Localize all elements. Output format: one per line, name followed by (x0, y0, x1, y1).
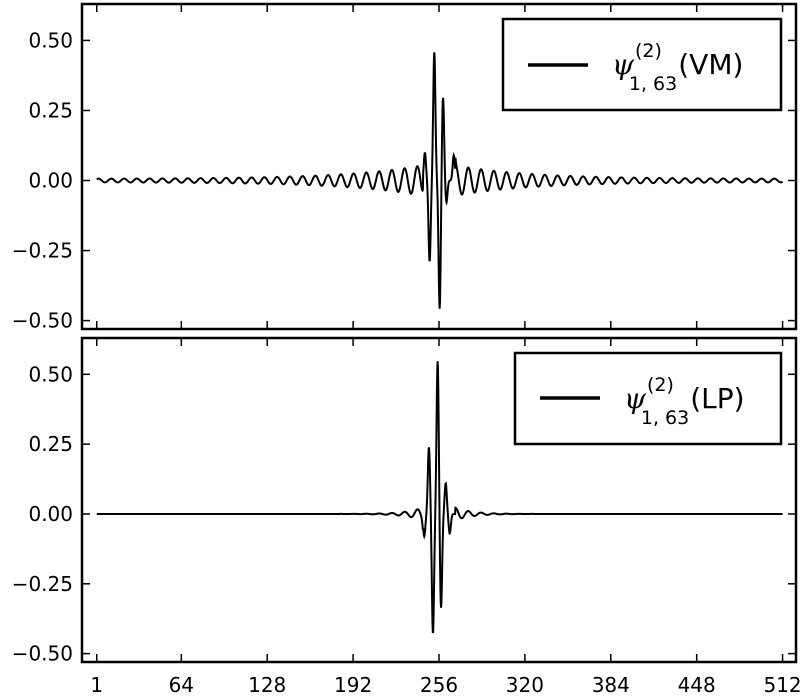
y-tick-label: 0.50 (28, 28, 73, 52)
x-tick-label: 256 (420, 673, 458, 697)
y-tick-label: 0.25 (28, 98, 73, 122)
x-tick-label: 384 (592, 673, 630, 697)
x-tick-label: 128 (248, 673, 286, 697)
y-tick-label: −0.50 (12, 642, 73, 666)
legend-vm: ψ(2) 1, 63(VM) (501, 17, 783, 112)
legend-label-vm: ψ(2) 1, 63(VM) (612, 40, 743, 95)
y-tick-label: 0.00 (28, 169, 73, 193)
y-tick-label: 0.50 (28, 362, 73, 386)
series-line-lp (96, 361, 783, 634)
legend-label-lp: ψ(2) 1, 63(LP) (624, 374, 745, 429)
y-axis-vm: −0.50 −0.25 0.00 0.25 0.50 (12, 28, 796, 333)
series-line-vm (96, 52, 784, 309)
panel-lp: −0.50 −0.25 0.00 0.25 0.50 1 64 128 192 256 320 38… (12, 336, 800, 697)
y-tick-label: −0.25 (12, 239, 73, 263)
x-tick-label: 192 (334, 673, 372, 697)
panel-vm: −0.50 −0.25 0.00 0.25 0.50 ψ(2) 1, 63(VM) (12, 2, 798, 333)
x-tick-label: 448 (678, 673, 716, 697)
y-axis-lp: −0.50 −0.25 0.00 0.25 0.50 (12, 362, 796, 666)
x-tick-label: 512 (763, 673, 800, 697)
legend-lp: ψ(2) 1, 63(LP) (513, 351, 783, 446)
y-tick-label: 0.25 (28, 432, 73, 456)
legend-box-vm (501, 17, 783, 112)
y-tick-label: −0.50 (12, 309, 73, 333)
x-tick-label: 320 (506, 673, 544, 697)
x-tick-label: 64 (169, 673, 194, 697)
y-tick-label: −0.25 (12, 572, 73, 596)
x-tick-label: 1 (90, 673, 103, 697)
x-axis-lp: 1 64 128 192 256 320 384 448 512 (90, 338, 800, 697)
y-tick-label: 0.00 (28, 502, 73, 526)
